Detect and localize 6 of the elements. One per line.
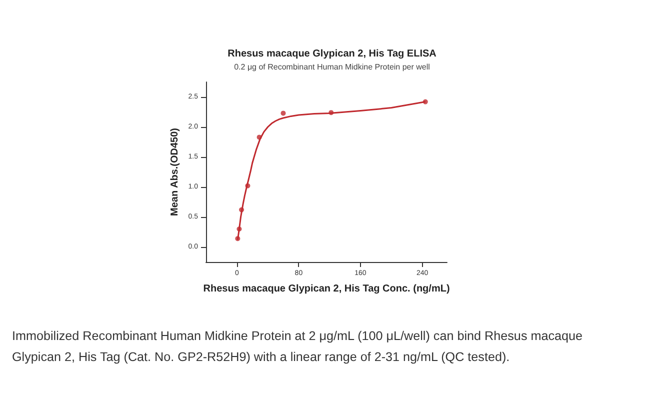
x-axis-title: Rhesus macaque Glypican 2, His Tag Conc. (ng/mL) [203,284,450,294]
text: Immobilized Recombinant Human Midkine Protein at 2 μg/mL (100 μL/well) can bind Rhesus macaque Glypican 2, His Tag (Cat. No. GP2-R52H9) with a linear range of 2-31 ng/mL (QC tested). [12,328,584,366]
chart-subtitle: 0.2 μg of Recombinant Human Midkine Protein per well [234,62,430,72]
point [280,110,286,116]
chart-title: Rhesus macaque Glypican 2, His Tag ELISA [228,48,436,60]
y-axis-title: Mean Abs.(OD450) [170,128,180,216]
